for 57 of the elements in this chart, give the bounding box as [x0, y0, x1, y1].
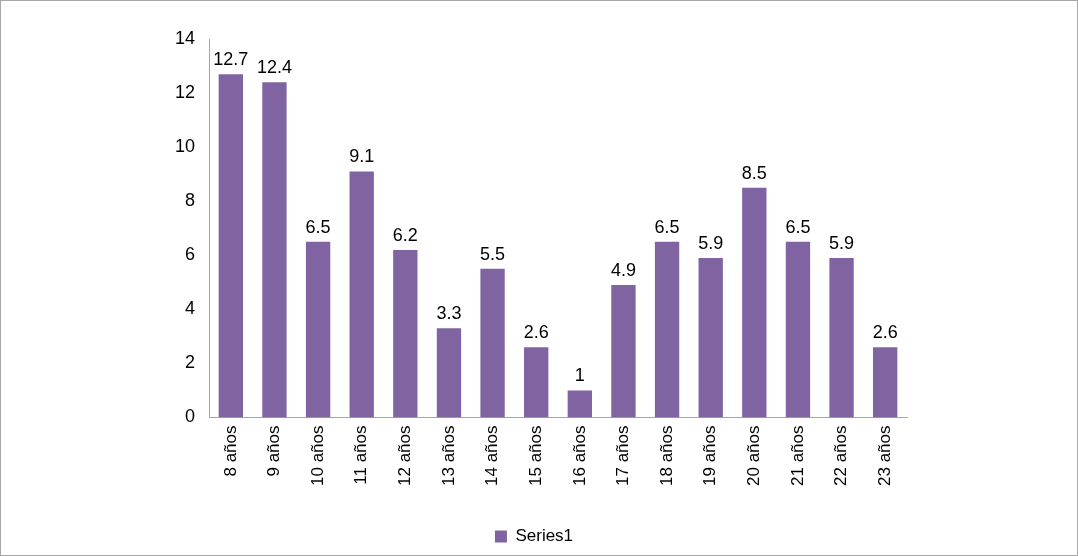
x-tick-label: 16 años: [569, 425, 589, 486]
y-tick-label: 0: [185, 406, 196, 427]
data-label: 4.9: [610, 260, 636, 280]
bar: [611, 285, 636, 418]
bar: [349, 171, 374, 418]
data-label: 6.5: [305, 216, 331, 237]
bar: [873, 347, 898, 418]
y-tick-label: 14: [174, 27, 196, 48]
data-label: 5.5: [480, 243, 506, 264]
bar: [305, 241, 331, 418]
x-tick-label: 22 años: [831, 425, 851, 486]
data-label: 5.9: [829, 232, 855, 253]
bar: [785, 241, 811, 418]
data-label: 1: [574, 365, 585, 386]
bar: [742, 187, 767, 418]
data-label: 12.7: [213, 49, 249, 70]
data-label: 6.2: [392, 224, 418, 245]
data-label: 12.4: [256, 57, 292, 78]
data-label: 5.9: [698, 232, 724, 253]
y-tick-label: 8: [185, 190, 196, 211]
x-tick-label: 8 años: [220, 425, 240, 477]
y-tick-label: 2: [185, 352, 196, 373]
data-label: 9.1: [349, 146, 375, 167]
data-label: 6.5: [654, 216, 680, 237]
x-tick-label: 19 años: [700, 425, 720, 486]
y-tick-label: 6: [185, 244, 196, 265]
bar: [393, 249, 418, 418]
x-tick-label: 20 años: [744, 425, 763, 486]
x-tick-label: 13 años: [438, 425, 458, 486]
y-tick-label: 10: [174, 136, 196, 157]
data-label: 2.6: [872, 322, 898, 343]
data-label: 8.5: [741, 162, 767, 183]
data-label: 2.6: [523, 322, 549, 343]
x-tick-label: 15 años: [525, 425, 545, 486]
x-tick-label: 10 años: [307, 425, 327, 486]
x-tick-label: 21 años: [787, 425, 807, 486]
legend-label: Series1: [515, 526, 574, 546]
data-label: 6.5: [785, 216, 811, 237]
y-tick-label: 4: [185, 298, 196, 319]
data-label: 3.3: [436, 303, 462, 324]
y-tick-label: 12: [174, 82, 196, 103]
x-tick-label: 23 años: [874, 425, 894, 486]
x-tick-label: 12 años: [395, 425, 415, 486]
bar: [698, 257, 723, 418]
bar: [436, 328, 462, 418]
bar: [218, 74, 243, 418]
x-tick-label: 14 años: [482, 425, 502, 486]
bar: [524, 347, 549, 418]
x-tick-label: 17 años: [613, 425, 633, 486]
bar: [480, 268, 505, 418]
bar: [829, 257, 854, 418]
x-tick-label: 18 años: [656, 425, 676, 486]
x-tick-label: 11 años: [351, 425, 371, 485]
bar: [654, 241, 680, 418]
bar: [567, 390, 592, 418]
x-tick-label: 9 años: [264, 425, 284, 477]
bar: [262, 82, 287, 418]
